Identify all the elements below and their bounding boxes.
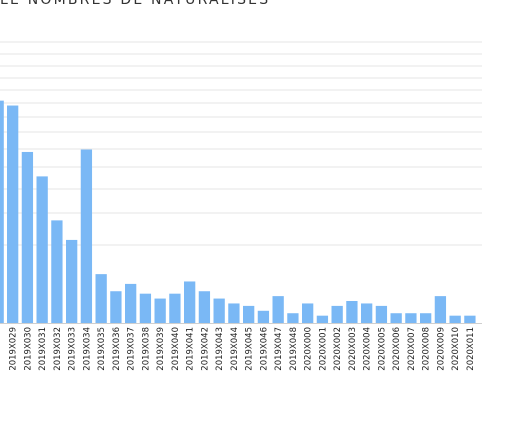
x-tick-label: 2019X040: [171, 327, 181, 371]
x-tick-label: 2020X009: [436, 327, 446, 371]
x-tick-label: 2019X037: [127, 327, 137, 371]
bar-2019X044: [228, 303, 240, 323]
x-tick-labels: 2019X029 2019X030 2019X031 2019X032 2019X033…: [9, 327, 476, 371]
bar-2020X004: [361, 303, 373, 323]
x-tick-label: 2020X007: [407, 327, 417, 371]
bar-2019X035: [95, 274, 107, 323]
bar-2019X048: [287, 313, 299, 323]
x-tick-label: 2020X001: [318, 327, 328, 371]
bar-2019X038: [139, 293, 152, 323]
x-tick-label: 2020X011: [466, 327, 476, 371]
chart-title: LE NOMBRES DE NATURALISÉS: [0, 0, 271, 8]
x-tick-label: 2019X048: [289, 327, 299, 371]
x-tick-label: 2019X030: [23, 327, 33, 371]
x-tick-label: 2019X032: [53, 327, 63, 371]
gridlines: [0, 41, 482, 324]
x-tick-label: 2019X042: [200, 327, 210, 371]
bar-2019X040: [169, 293, 181, 323]
bar-2019X033: [66, 239, 78, 323]
x-tick-label: 2020X003: [348, 327, 358, 371]
bar-2019X031: [36, 176, 48, 323]
bar-2020X000: [302, 303, 314, 323]
bar-2019X034: [80, 149, 93, 323]
bar-2019X037: [125, 283, 137, 323]
x-tick-label: 2020X004: [363, 327, 373, 371]
bar-2020X008: [420, 313, 432, 323]
bar-2019X036: [110, 291, 122, 323]
x-tick-label: 2019X047: [274, 327, 284, 371]
x-tick-label: 2019X036: [112, 327, 122, 371]
bar-2020X011: [464, 315, 476, 323]
bar-2020X001: [316, 315, 329, 323]
bars: [0, 100, 476, 324]
bar-2019X039: [154, 298, 166, 323]
x-tick-label: 2019X033: [68, 327, 78, 371]
x-tick-label: 2019X045: [245, 327, 255, 371]
bar-2020X009: [434, 296, 447, 323]
x-tick-label: 2019X043: [215, 327, 225, 371]
bar-2019X042: [198, 291, 211, 323]
bar-2020X006: [390, 313, 402, 323]
bar-2020X003: [346, 301, 358, 323]
x-tick-label: 2019X029: [9, 327, 19, 371]
bar-2019X030: [21, 151, 34, 323]
x-tick-label: 2020X006: [392, 327, 402, 371]
x-tick-label: 2019X039: [156, 327, 166, 371]
x-tick-label: 2020X002: [333, 327, 343, 371]
x-tick-label: 2019X041: [186, 327, 196, 371]
x-tick-label: 2019X031: [38, 327, 48, 371]
x-tick-label: 2019X038: [141, 327, 151, 371]
bar-2019X029: [7, 105, 19, 324]
bar-2020X002: [331, 305, 343, 323]
x-tick-label: 2019X035: [97, 327, 107, 371]
bar-2019X032: [51, 220, 63, 323]
bar-2019X043: [213, 298, 225, 323]
bar-2019X047: [272, 296, 284, 323]
x-tick-label: 2019X034: [82, 327, 92, 371]
x-tick-label: 2020X008: [422, 327, 432, 371]
bar-2020X005: [375, 305, 388, 323]
x-tick-label: 2019X046: [259, 327, 269, 371]
x-tick-label: 2020X000: [304, 327, 314, 371]
bar-2019X045: [243, 305, 255, 323]
bar-2020X007: [405, 313, 417, 323]
bar-2020X010: [449, 315, 461, 323]
bar-partial: [0, 100, 4, 323]
bar-2019X041: [184, 281, 196, 323]
x-tick-label: 2020X010: [451, 327, 461, 371]
x-tick-label: 2019X044: [230, 327, 240, 371]
bar-2019X046: [257, 310, 270, 323]
x-tick-label: 2020X005: [377, 327, 387, 371]
